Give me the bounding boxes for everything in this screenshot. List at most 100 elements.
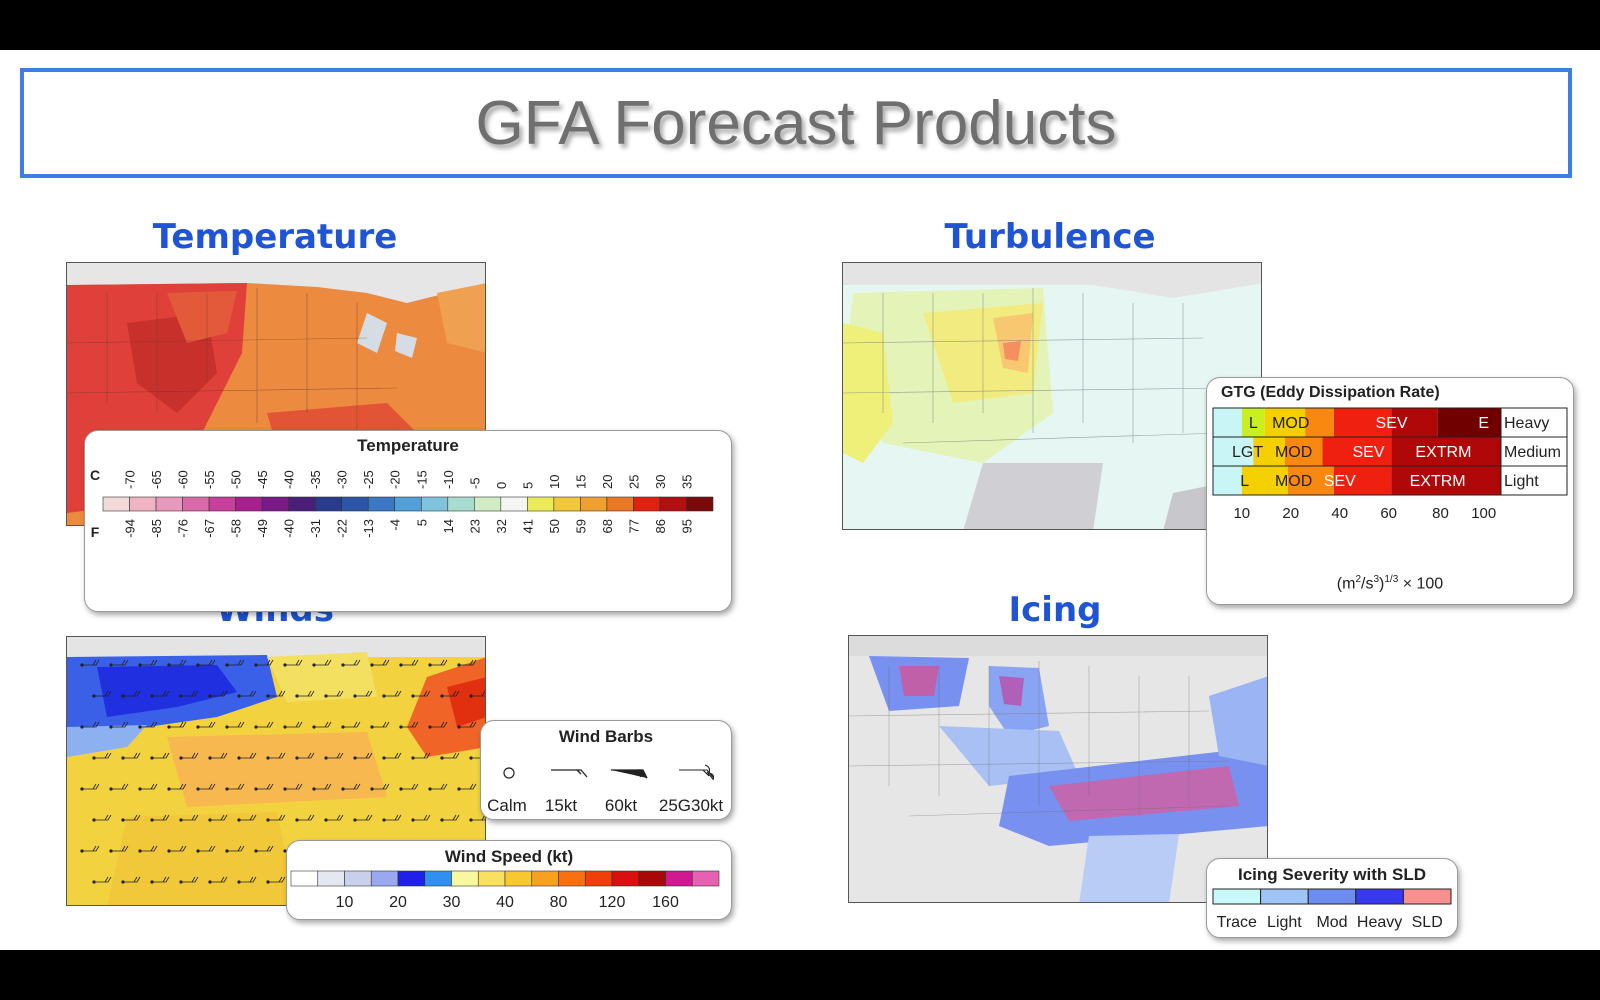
icing-map-graphic xyxy=(849,636,1268,903)
map-wind-barb-station xyxy=(470,757,472,759)
icing-map[interactable] xyxy=(848,635,1268,903)
map-wind-barb-station xyxy=(383,757,385,759)
map-wind-barb-station xyxy=(122,819,124,821)
map-wind-barb-station xyxy=(429,664,431,666)
fahrenheit-tick: -31 xyxy=(308,519,323,538)
map-wind-barb-station xyxy=(255,788,257,790)
fahrenheit-tick: 59 xyxy=(573,519,588,533)
celsius-label: C xyxy=(90,467,100,483)
temperature-color-cell xyxy=(342,497,369,511)
map-wind-barb-station xyxy=(180,695,182,697)
barb-15kt-symbol xyxy=(551,770,587,777)
map-wind-barb-station xyxy=(325,757,327,759)
wind-speed-color-cell xyxy=(398,871,425,886)
map-wind-barb-station xyxy=(151,695,153,697)
celsius-tick: -60 xyxy=(176,470,191,489)
wind-speed-color-cell xyxy=(585,871,612,886)
icing-color-cell xyxy=(1308,889,1356,904)
map-wind-barb-station xyxy=(151,757,153,759)
wind-barb-label-calm: Calm xyxy=(487,796,527,815)
map-wind-barb-station xyxy=(284,664,286,666)
wind-speed-tick: 40 xyxy=(496,894,514,911)
fahrenheit-tick: -85 xyxy=(149,519,164,538)
celsius-tick: -10 xyxy=(441,470,456,489)
fahrenheit-tick: 68 xyxy=(600,519,615,533)
map-wind-barb-station xyxy=(226,664,228,666)
map-wind-barb-station xyxy=(255,726,257,728)
map-wind-barb-station xyxy=(342,726,344,728)
celsius-tick: 15 xyxy=(573,475,588,489)
map-wind-barb-station xyxy=(168,788,170,790)
map-wind-barb-station xyxy=(110,788,112,790)
turbulence-tick: 100 xyxy=(1471,505,1496,522)
map-wind-barb-station xyxy=(122,881,124,883)
wind-speed-color-cell xyxy=(505,871,532,886)
turbulence-map[interactable] xyxy=(842,262,1262,530)
temperature-color-cell xyxy=(527,497,554,511)
map-wind-barb-station xyxy=(209,819,211,821)
fahrenheit-label: F xyxy=(91,524,100,540)
turbulence-cell-label: MOD xyxy=(1275,444,1312,461)
turbulence-cell-label: LGT xyxy=(1232,444,1263,461)
map-wind-barb-station xyxy=(93,695,95,697)
fahrenheit-tick: -94 xyxy=(123,519,138,538)
wind-speed-color-cell xyxy=(692,871,719,886)
temperature-color-cell xyxy=(183,497,210,511)
map-wind-barb-station xyxy=(267,819,269,821)
turbulence-legend: GTG (Eddy Dissipation Rate) L MOD SEV E Heav… xyxy=(1206,377,1574,605)
map-wind-barb-station xyxy=(197,726,199,728)
map-wind-barb-station xyxy=(81,664,83,666)
map-wind-barb-station xyxy=(93,881,95,883)
map-wind-barb-station xyxy=(400,664,402,666)
temperature-color-cell xyxy=(607,497,634,511)
map-wind-barb-station xyxy=(342,664,344,666)
icing-label: Trace xyxy=(1217,914,1257,931)
map-wind-barb-station xyxy=(81,788,83,790)
map-wind-barb-station xyxy=(197,850,199,852)
map-wind-barb-station xyxy=(371,788,373,790)
slide: GFA Forecast Products Temperature Turbul… xyxy=(0,50,1600,950)
celsius-tick: -50 xyxy=(229,470,244,489)
map-wind-barb-station xyxy=(429,726,431,728)
icing-color-cell xyxy=(1261,889,1309,904)
map-wind-barb-station xyxy=(354,757,356,759)
map-wind-barb-station xyxy=(412,695,414,697)
map-wind-barb-station xyxy=(284,726,286,728)
fahrenheit-tick: -67 xyxy=(202,519,217,538)
turbulence-cell-label: L xyxy=(1240,473,1249,490)
map-wind-barb-station xyxy=(122,757,124,759)
wind-speed-legend: Wind Speed (kt) 10 20 30 40 80 120 160 xyxy=(286,840,732,920)
map-wind-barb-station xyxy=(255,850,257,852)
map-wind-barb-station xyxy=(168,664,170,666)
celsius-tick: -30 xyxy=(335,470,350,489)
turbulence-tick: 40 xyxy=(1331,505,1348,522)
fahrenheit-tick: -49 xyxy=(255,519,270,538)
map-wind-barb-station xyxy=(470,695,472,697)
turbulence-cell-label: SEV xyxy=(1353,444,1385,461)
celsius-tick: 25 xyxy=(626,475,641,489)
celsius-tick: 0 xyxy=(494,482,509,489)
title-box: GFA Forecast Products xyxy=(20,68,1572,178)
map-wind-barb-station xyxy=(151,881,153,883)
map-wind-barb-station xyxy=(296,695,298,697)
fahrenheit-tick: -22 xyxy=(335,519,350,538)
map-wind-barb-station xyxy=(93,819,95,821)
map-wind-barb-station xyxy=(110,726,112,728)
wind-barb-label-15kt: 15kt xyxy=(545,796,577,815)
wind-speed-tick: 160 xyxy=(652,894,679,911)
fahrenheit-tick: -58 xyxy=(229,519,244,538)
icing-scale: Trace Light Mod Heavy SLD xyxy=(1207,859,1457,937)
fahrenheit-tick: 77 xyxy=(626,519,641,533)
icing-section-title: Icing xyxy=(950,590,1160,630)
turbulence-cell-label: SEV xyxy=(1324,473,1356,490)
map-wind-barb-station xyxy=(313,726,315,728)
map-wind-barb-station xyxy=(267,695,269,697)
temperature-color-cell xyxy=(236,497,263,511)
map-wind-barb-station xyxy=(110,850,112,852)
turbulence-color-cell xyxy=(1438,408,1501,437)
celsius-tick: -55 xyxy=(202,470,217,489)
celsius-tick: -20 xyxy=(388,470,403,489)
temperature-legend: Temperature C F -70 -65 -60 -55 -50 -45 -40 -35 -3… xyxy=(84,430,732,612)
fahrenheit-tick: 23 xyxy=(467,519,482,533)
map-wind-barb-station xyxy=(412,819,414,821)
